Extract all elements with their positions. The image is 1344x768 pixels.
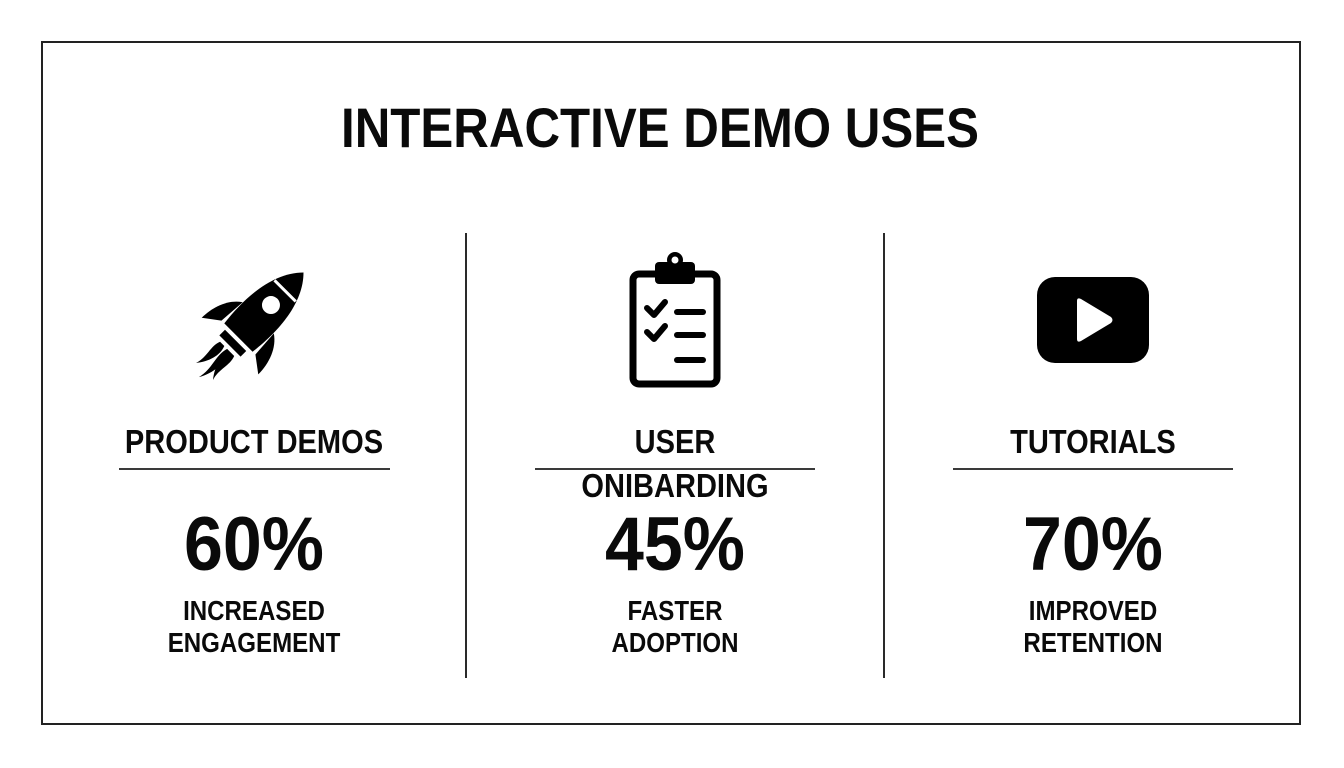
stat-description-line1: FASTER — [627, 595, 723, 626]
column-divider-left — [465, 233, 467, 678]
stat-value: 70% — [1023, 502, 1163, 587]
page-title: INTERACTIVE DEMO USES — [341, 96, 979, 159]
heading-underline — [953, 468, 1233, 470]
stat-description-line2: ENGAGEMENT — [167, 627, 341, 658]
column-heading: PRODUCT DEMOS — [124, 423, 384, 460]
stat-description-line1: IMPROVED — [1028, 595, 1158, 626]
clipboard-checklist-icon — [525, 240, 825, 400]
stat-value: 60% — [184, 502, 324, 587]
column-user-onboarding: USER ONIBARDING 45% FASTER ADOPTION — [525, 240, 825, 680]
stat-description: IMPROVED RETENTION — [964, 595, 1222, 659]
stat-description-line2: ADOPTION — [611, 627, 739, 658]
stat-description: FASTER ADOPTION — [546, 595, 804, 659]
stat-description-line1: INCREASED — [183, 595, 325, 626]
column-heading: USER ONIBARDING — [581, 423, 769, 504]
stat-value: 45% — [605, 502, 745, 587]
heading-underline — [119, 468, 390, 470]
video-play-icon — [943, 240, 1243, 400]
column-heading: TUTORIALS — [1010, 423, 1176, 460]
heading-underline — [535, 468, 815, 470]
rocket-icon — [104, 240, 404, 400]
stat-description-line2: RETENTION — [1023, 627, 1163, 658]
stat-description: INCREASED ENGAGEMENT — [125, 595, 383, 659]
column-divider-right — [883, 233, 885, 678]
column-product-demos: PRODUCT DEMOS 60% INCREASED ENGAGEMENT — [104, 240, 404, 680]
column-tutorials: TUTORIALS 70% IMPROVED RETENTION — [943, 240, 1243, 680]
